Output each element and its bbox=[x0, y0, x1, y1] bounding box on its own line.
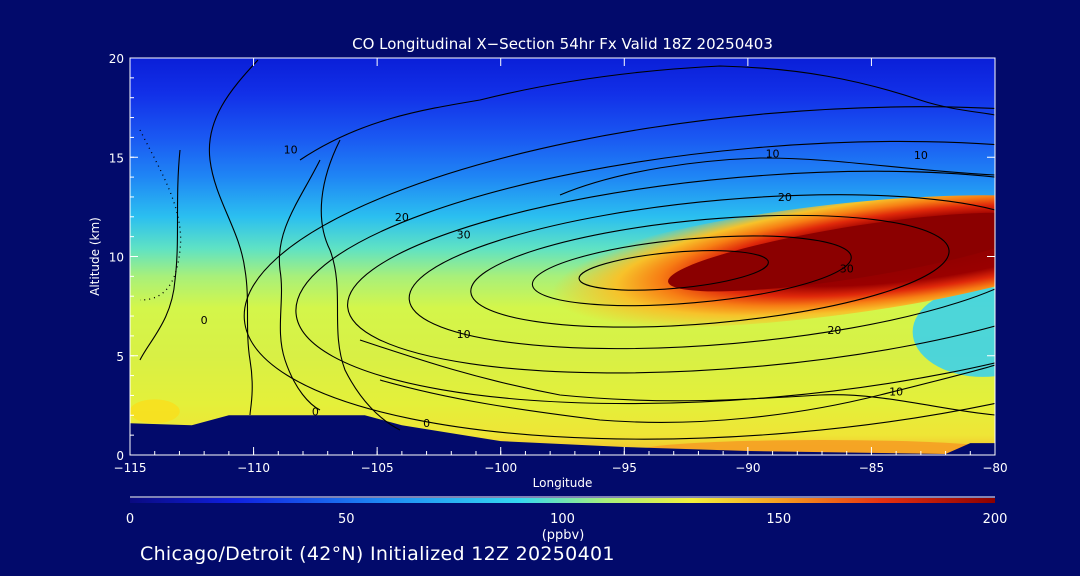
chart-title: CO Longitudinal X−Section 54hr Fx Valid … bbox=[352, 35, 773, 53]
terrain bbox=[130, 415, 995, 455]
colorbar-unit-label: (ppbv) bbox=[541, 528, 585, 543]
y-tick-label: 15 bbox=[109, 151, 124, 165]
x-tick-label: −90 bbox=[735, 461, 760, 475]
colorbar-strip bbox=[130, 498, 995, 503]
contour-label: 10 bbox=[284, 143, 298, 156]
y-tick-label: 20 bbox=[109, 52, 124, 66]
colorbar-tick-label: 0 bbox=[126, 512, 134, 527]
contour-label: 0 bbox=[423, 417, 430, 430]
co-clean-air-pocket bbox=[912, 286, 995, 377]
contour-label: 10 bbox=[457, 328, 471, 341]
contour-label: 10 bbox=[766, 147, 780, 160]
contour-line bbox=[347, 170, 995, 374]
x-tick-label: −95 bbox=[612, 461, 637, 475]
contour-line bbox=[243, 106, 995, 440]
y-axis-label: Altitude (km) bbox=[88, 217, 102, 296]
x-tick-label: −85 bbox=[859, 461, 884, 475]
contour-line bbox=[320, 139, 401, 431]
x-tick-label: −115 bbox=[114, 461, 147, 475]
contour-label: 10 bbox=[889, 385, 903, 398]
x-tick-label: −80 bbox=[982, 461, 1007, 475]
contour-line bbox=[578, 250, 769, 291]
co-surface-hotspot bbox=[130, 399, 180, 424]
contour-line bbox=[208, 59, 259, 416]
footer-caption: Chicago/Detroit (42°N) Initialized 12Z 2… bbox=[140, 543, 615, 565]
contour-line bbox=[359, 339, 995, 416]
colorbar-tick-label: 100 bbox=[550, 512, 575, 527]
colorbar-tick-label: 200 bbox=[983, 512, 1008, 527]
contour-label: 20 bbox=[827, 324, 841, 337]
colorbar-tick-label: 150 bbox=[766, 512, 791, 527]
contour-label: 30 bbox=[840, 262, 854, 275]
y-tick-label: 0 bbox=[116, 449, 124, 463]
contour-line bbox=[470, 214, 950, 328]
contour-line bbox=[408, 194, 995, 350]
contour-label: 30 bbox=[457, 229, 471, 242]
colorbar-tick-label: 50 bbox=[338, 512, 355, 527]
x-tick-label: −110 bbox=[237, 461, 270, 475]
contour-label: 10 bbox=[914, 149, 928, 162]
contour-label: 0 bbox=[312, 405, 319, 418]
y-tick-label: 10 bbox=[109, 251, 124, 265]
contour-line bbox=[278, 159, 321, 411]
contour-label: 20 bbox=[395, 211, 409, 224]
contour-line bbox=[379, 364, 995, 423]
contour-line bbox=[295, 140, 995, 405]
contour-line bbox=[139, 149, 181, 361]
contour-label: 20 bbox=[778, 191, 792, 204]
x-tick-label: −105 bbox=[361, 461, 394, 475]
contour-label: 0 bbox=[201, 314, 208, 327]
y-tick-label: 5 bbox=[116, 350, 124, 364]
contour-line-dotted bbox=[139, 129, 182, 301]
contour-line bbox=[531, 235, 852, 307]
x-axis-label: Longitude bbox=[533, 476, 593, 490]
x-tick-label: −100 bbox=[484, 461, 517, 475]
contour-line bbox=[299, 65, 995, 161]
contour-line bbox=[559, 157, 995, 196]
co-plume-core bbox=[668, 212, 995, 292]
